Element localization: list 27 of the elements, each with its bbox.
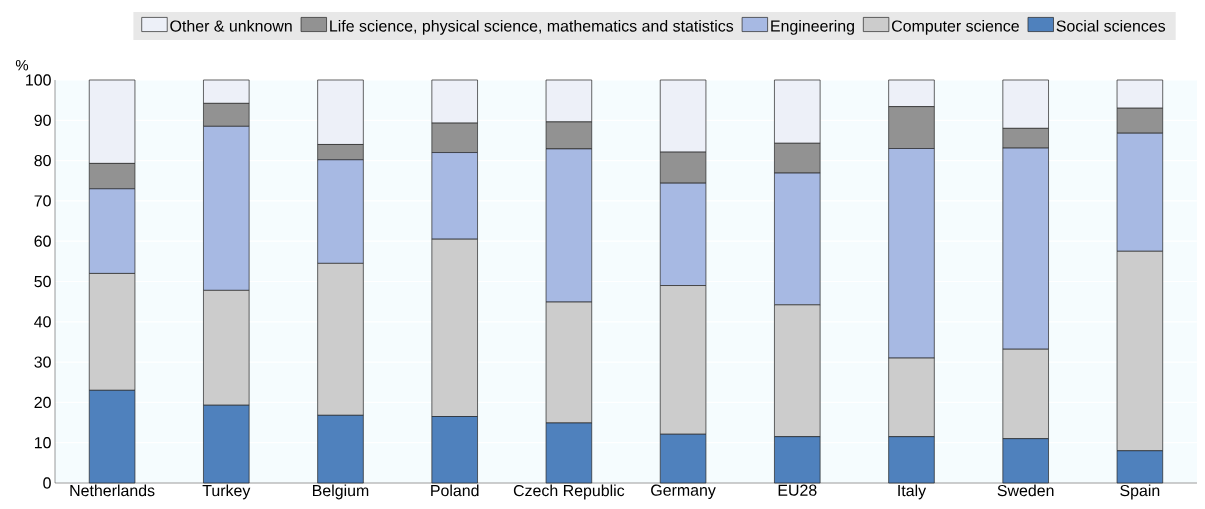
x-tick-label: EU28 <box>778 484 817 496</box>
y-tick-label: 20 <box>34 396 51 409</box>
y-tick-label: 70 <box>34 195 51 207</box>
y-tick-label: 60 <box>34 235 51 247</box>
x-tick-label: Sweden <box>997 484 1054 497</box>
y-tick-label: 30 <box>34 356 51 368</box>
y-tick-label: 90 <box>34 114 51 126</box>
y-tick-label: 80 <box>34 154 51 167</box>
legend-label: Other & unknown <box>170 19 292 32</box>
y-tick-label: 50 <box>34 275 51 288</box>
x-tick-label: Turkey <box>202 484 251 500</box>
x-tick-label: Germany <box>651 484 716 499</box>
x-tick-label: Italy <box>898 484 927 500</box>
y-tick-label: 10 <box>34 437 51 449</box>
legend-label: Computer science <box>892 19 1019 35</box>
y-axis-title: % <box>15 59 29 71</box>
legend-label: Engineering <box>771 19 854 35</box>
x-tick-label: Poland <box>431 484 479 497</box>
x-tick-label: Belgium <box>313 484 369 500</box>
x-tick-label: Netherlands <box>70 484 155 497</box>
legend-label: Social sciences <box>1056 19 1166 32</box>
y-tick-label: 100 <box>26 74 51 86</box>
x-tick-label: Czech Republic <box>513 484 625 500</box>
y-tick-label: 0 <box>43 477 51 489</box>
legend-label: Life science, physical science, mathematics and statistics <box>330 19 734 35</box>
x-tick-label: Spain <box>1120 484 1160 500</box>
y-tick-label: 40 <box>34 316 51 328</box>
